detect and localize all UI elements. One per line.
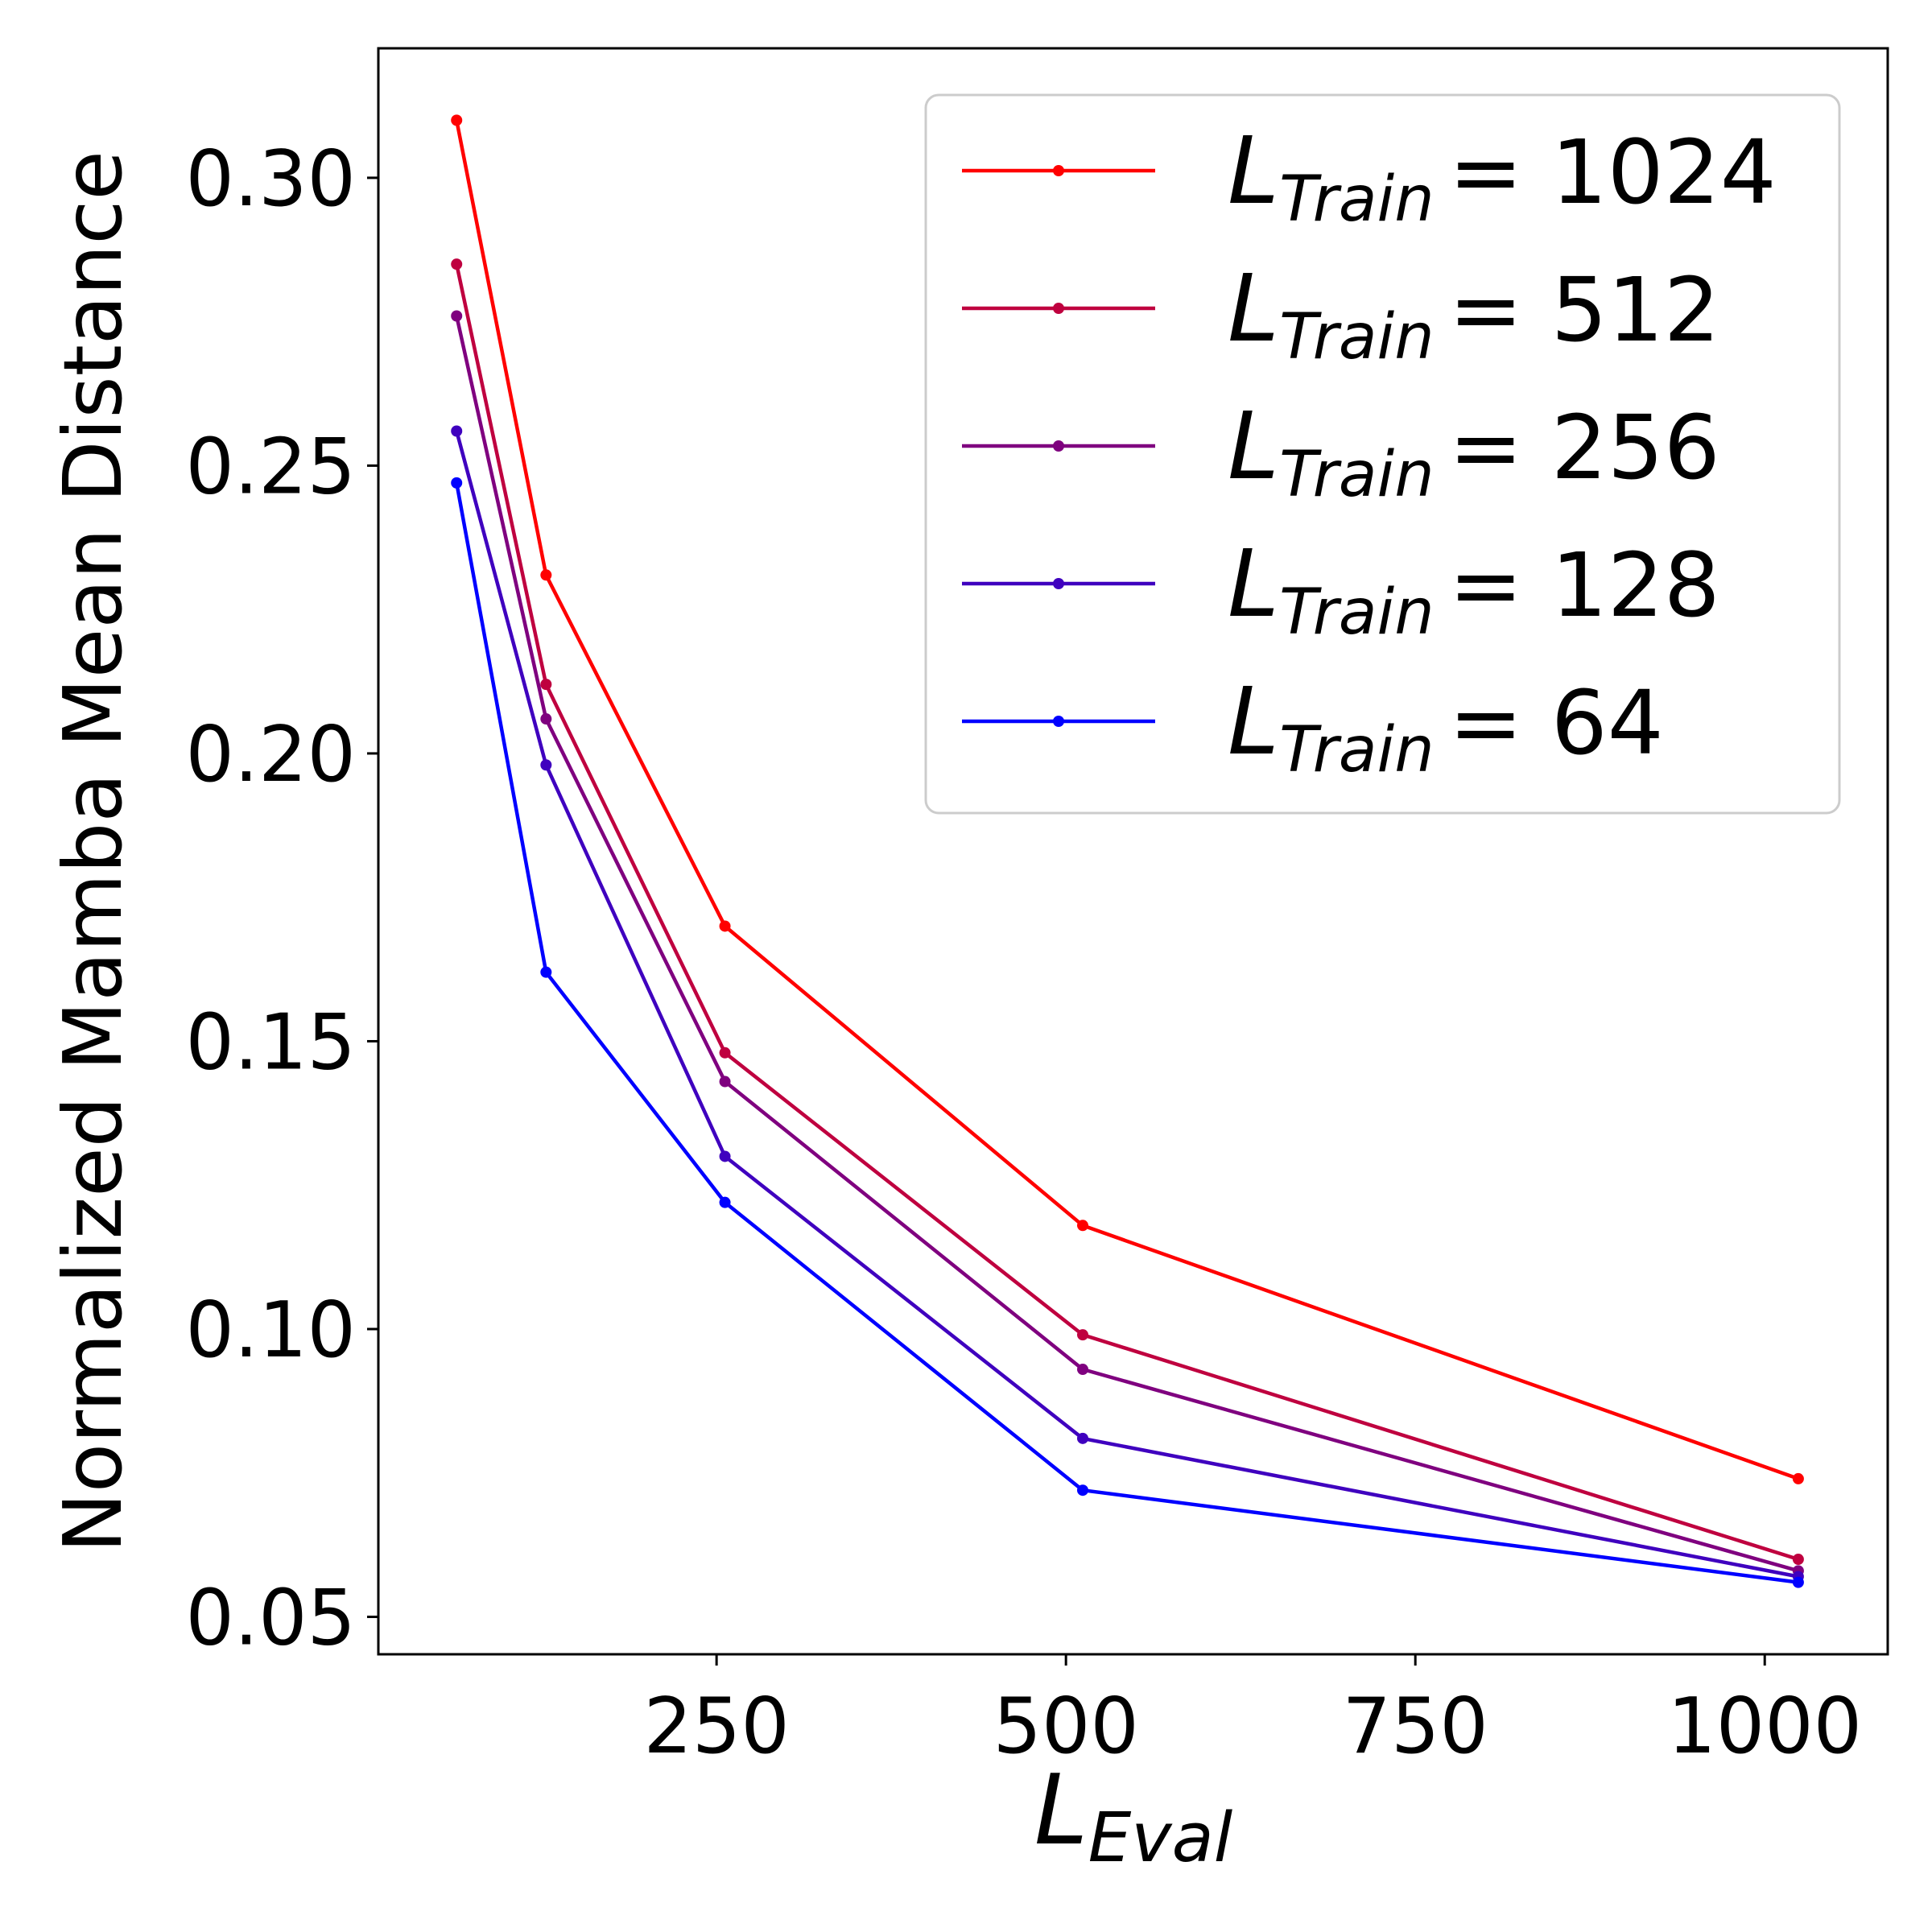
x-axis-label-sub: Eval	[1088, 1798, 1233, 1878]
y-tick-label: 0.20	[185, 711, 356, 799]
x-tick-label: 750	[1343, 1682, 1488, 1771]
series-512	[451, 258, 1804, 1566]
plot-area-frame	[377, 47, 1889, 1656]
legend-label-main: L	[1228, 530, 1279, 638]
series-64	[451, 477, 1804, 1588]
legend-label: LTrain = 128	[1228, 530, 1720, 649]
y-tick-label: 0.25	[185, 423, 356, 511]
data-point	[1792, 1472, 1804, 1484]
data-point	[540, 759, 552, 771]
legend-label-main: L	[1228, 118, 1279, 225]
data-point	[1792, 1554, 1804, 1566]
data-point	[1792, 1576, 1804, 1588]
legend-label: LTrain = 64	[1228, 668, 1664, 786]
legend-label-sub: Train	[1279, 301, 1435, 374]
data-point	[719, 1196, 731, 1208]
legend-label-main: L	[1228, 393, 1279, 501]
legend-label-value: = 512	[1449, 258, 1720, 361]
legend-label: LTrain = 256	[1228, 393, 1720, 511]
y-tick-label: 0.10	[185, 1286, 356, 1375]
legend-marker	[1053, 303, 1064, 314]
legend-box	[924, 93, 1841, 815]
data-point	[451, 477, 463, 489]
legend-label-value: = 64	[1449, 671, 1664, 774]
legend-label: LTrain = 512	[1228, 255, 1720, 374]
legend-marker	[1053, 716, 1064, 727]
data-point	[719, 1150, 731, 1162]
y-tick-label: 0.15	[185, 998, 356, 1087]
x-tick-label: 1000	[1667, 1682, 1862, 1771]
legend-label-sub: Train	[1279, 439, 1435, 511]
y-axis-ticks: 0.05 0.10 0.15 0.20 0.25 0.30	[185, 135, 378, 1663]
data-point	[540, 966, 552, 978]
data-point	[451, 425, 463, 437]
y-tick-label: 0.30	[185, 135, 356, 224]
y-axis-label: Normalized Mamba Mean Distance	[46, 151, 140, 1553]
series-128	[451, 425, 1804, 1583]
legend-label-main: L	[1228, 668, 1279, 776]
data-point	[540, 679, 552, 691]
data-point	[1077, 1484, 1088, 1496]
legend-label-value: = 128	[1449, 534, 1720, 637]
data-point	[719, 920, 731, 932]
x-tick-label: 500	[993, 1682, 1139, 1771]
data-point	[451, 258, 463, 270]
x-axis-label-main: L	[1034, 1755, 1088, 1867]
data-point	[1077, 1329, 1088, 1341]
data-point	[719, 1075, 731, 1088]
legend-label-sub: Train	[1279, 163, 1435, 236]
series-1024	[451, 114, 1804, 1484]
legend-item: LTrain = 64	[962, 668, 1664, 786]
data-point	[540, 569, 552, 581]
data-point	[451, 310, 463, 322]
legend-marker	[1053, 578, 1064, 589]
legend-item: LTrain = 256	[962, 393, 1720, 511]
legend-label: LTrain = 1024	[1228, 118, 1777, 236]
y-tick-label: 0.05	[185, 1575, 356, 1663]
data-point	[719, 1046, 731, 1059]
x-axis-label: LEval	[1034, 1755, 1233, 1878]
series-lines	[451, 114, 1804, 1588]
legend-item: LTrain = 128	[962, 530, 1720, 649]
x-tick-label: 250	[643, 1682, 789, 1771]
data-point	[1077, 1364, 1088, 1376]
legend-item: LTrain = 1024	[962, 118, 1777, 236]
data-point	[1077, 1432, 1088, 1444]
legend-label-sub: Train	[1279, 714, 1435, 786]
legend-item: LTrain = 512	[962, 255, 1720, 374]
data-point	[1077, 1220, 1088, 1232]
legend-label-sub: Train	[1279, 576, 1435, 649]
legend-label-main: L	[1228, 255, 1279, 363]
legend-label-value: = 256	[1449, 396, 1720, 499]
legend-marker	[1053, 440, 1064, 452]
legend-marker	[1053, 165, 1064, 176]
legend-label-value: = 1024	[1449, 121, 1777, 224]
data-point	[540, 713, 552, 725]
data-point	[451, 114, 463, 126]
x-axis-ticks: 250 500 750 1000	[643, 1654, 1862, 1771]
